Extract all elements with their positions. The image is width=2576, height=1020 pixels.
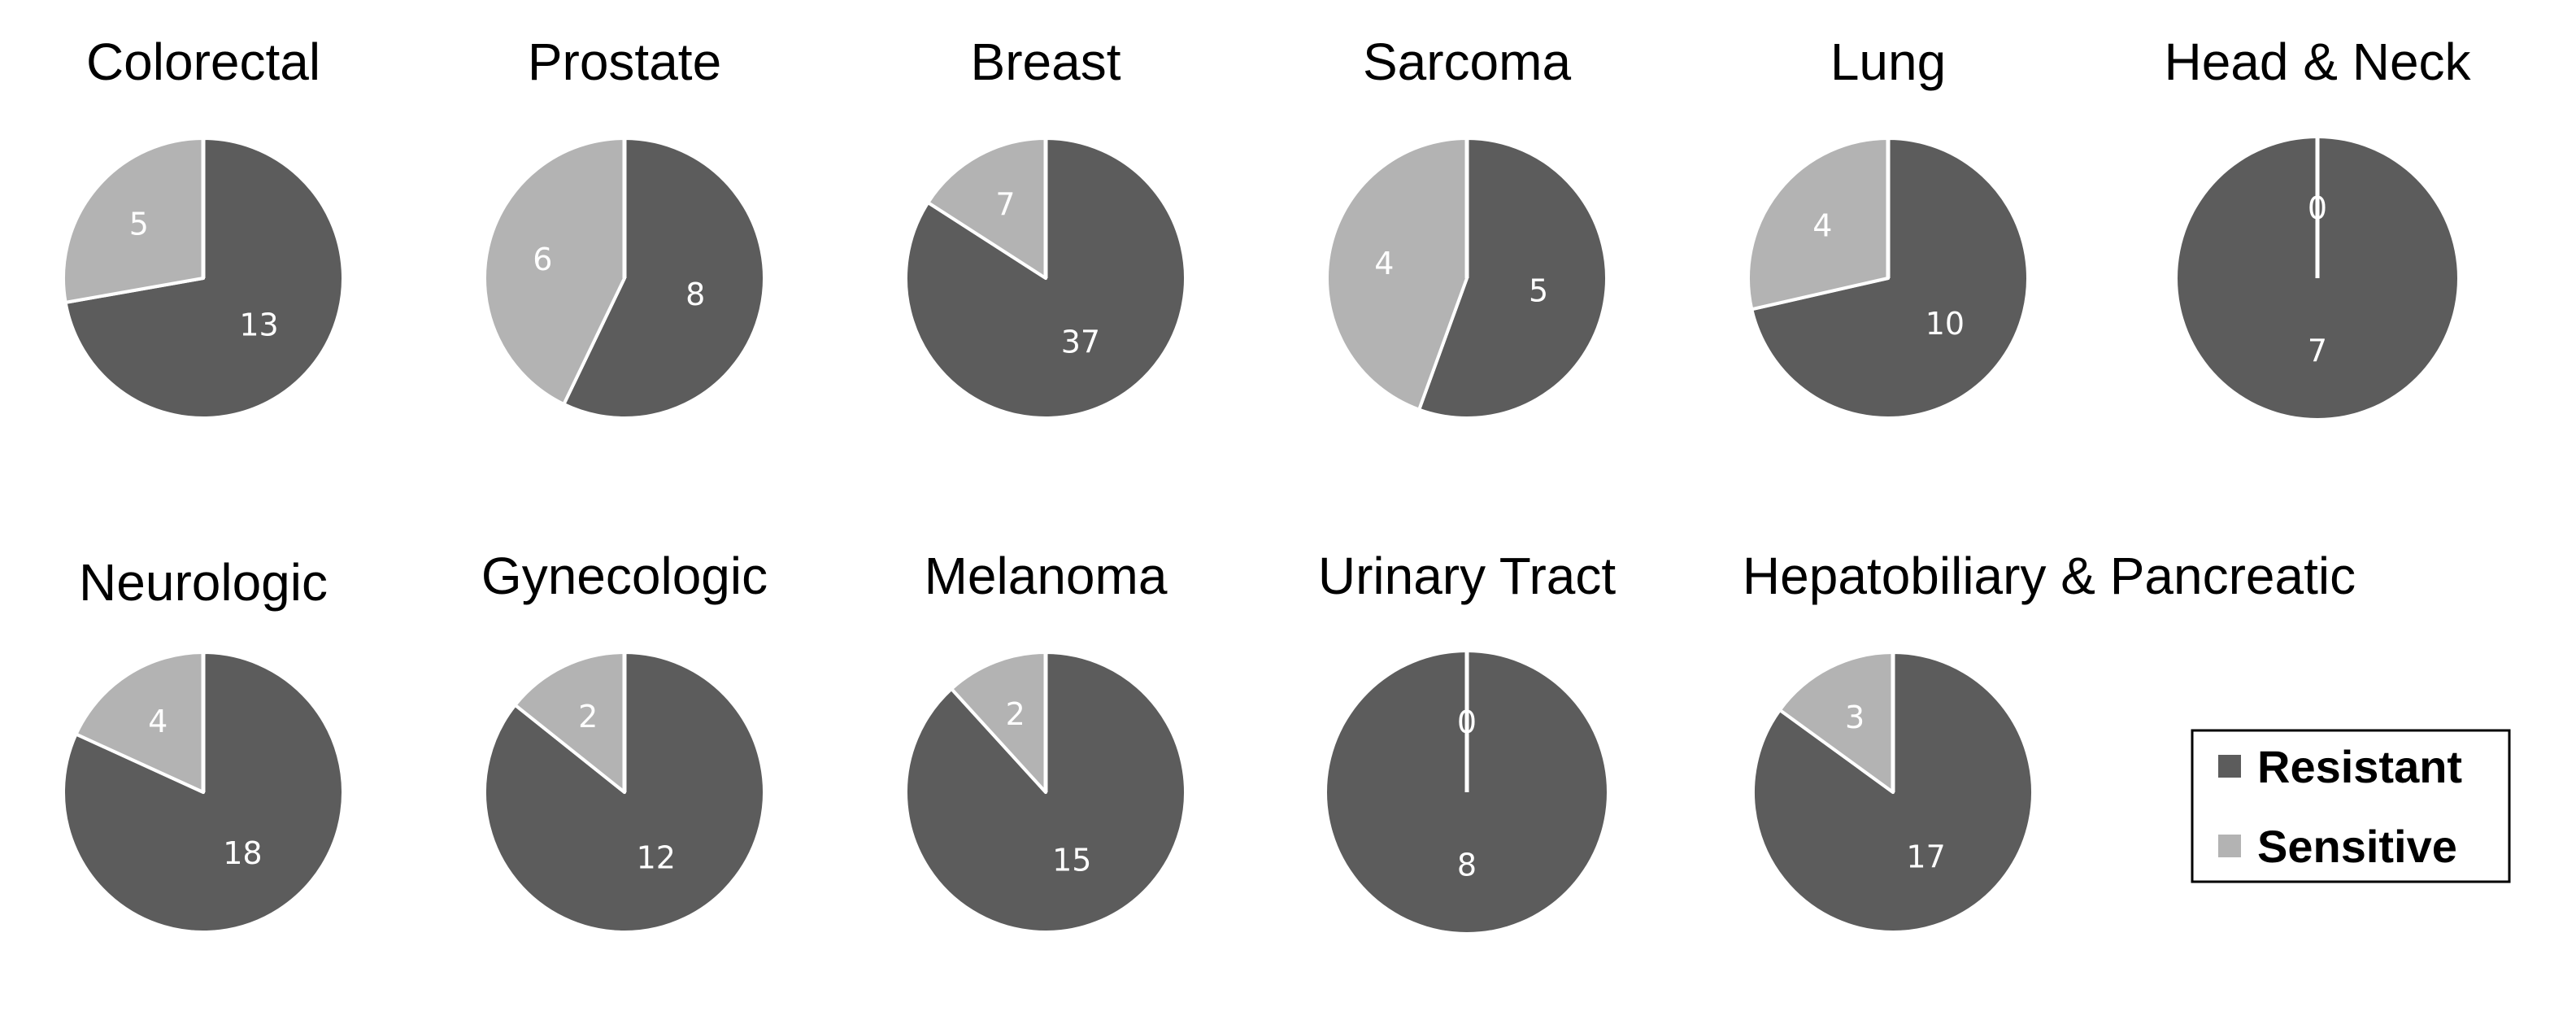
pie-label-neurologic-resistant: 18 [223,835,262,871]
pie-slice-sarcoma-sensitive [1325,137,1469,412]
pie-label-urinary-tract-sensitive: 0 [1457,704,1477,740]
pie-label-prostate-resistant: 8 [685,277,705,312]
pie-title-breast: Breast [971,33,1121,91]
pie-neurologic: Neurologic 18 4 [62,553,345,934]
pie-label-hepatobiliary-and-pancreatic-sensitive: 3 [1845,700,1865,735]
pie-label-prostate-sensitive: 6 [533,242,552,277]
pie-label-colorectal-sensitive: 5 [129,207,149,242]
legend-box [2191,729,2511,883]
pie-label-breast-sensitive: 7 [995,186,1015,222]
pie-title-head-and-neck: Head & Neck [2164,33,2471,91]
pie-label-head-and-neck-resistant: 7 [2308,333,2327,368]
pie-head-and-neck: Head & Neck 7 0 [2164,33,2472,418]
pie-label-melanoma-sensitive: 2 [1006,696,1025,732]
pie-label-gynecologic-sensitive: 2 [578,699,598,734]
pie-title-sarcoma: Sarcoma [1363,33,1572,91]
pie-title-gynecologic: Gynecologic [481,547,768,605]
pie-slice-prostate-resistant [562,137,766,420]
pie-title-hepatobiliary-and-pancreatic: Hepatobiliary & Pancreatic [1743,547,2356,605]
pie-slice-colorectal-sensitive [62,137,205,304]
pie-colorectal: Colorectal 13 5 [62,33,345,420]
legend-label-sensitive: Sensitive [2257,821,2457,872]
legend: Resistant Sensitive [2191,729,2511,883]
pie-label-hepatobiliary-and-pancreatic-resistant: 17 [1906,839,1945,875]
pie-melanoma: Melanoma 15 2 [904,547,1187,934]
pie-hepatobiliary-and-pancreatic: Hepatobiliary & Pancreatic 17 3 [1743,547,2356,934]
pie-label-sarcoma-resistant: 5 [1529,273,1548,309]
pie-title-neurologic: Neurologic [79,553,328,612]
pie-title-prostate: Prostate [528,33,721,91]
pie-label-breast-resistant: 37 [1061,325,1100,360]
pie-label-urinary-tract-resistant: 8 [1457,847,1477,883]
pie-charts-group: Colorectal135Prostate86Breast377Sarcoma5… [62,33,2472,934]
pie-prostate: Prostate 8 6 [482,33,766,420]
pie-slice-neurologic-sensitive [74,651,205,794]
pie-urinary-tract: Urinary Tract 8 0 [1318,547,1617,932]
pie-sarcoma: Sarcoma 5 4 [1325,33,1608,420]
pie-label-lung-resistant: 10 [1925,306,1965,342]
pie-title-urinary-tract: Urinary Tract [1318,547,1617,605]
pie-breast: Breast 37 7 [903,33,1187,420]
pie-label-melanoma-resistant: 15 [1052,842,1091,878]
pie-label-colorectal-resistant: 13 [239,307,278,343]
pie-label-head-and-neck-sensitive: 0 [2308,190,2327,226]
pie-gynecologic: Gynecologic 12 2 [481,547,768,934]
pie-label-sarcoma-sensitive: 4 [1374,246,1394,281]
legend-swatch-sensitive [2218,835,2241,857]
pie-lung: Lung 10 4 [1747,33,2030,420]
pie-label-neurologic-sensitive: 4 [148,704,168,739]
pie-slice-sarcoma-resistant [1417,137,1608,420]
pie-slice-breast-sensitive [926,137,1047,280]
pie-title-lung: Lung [1830,33,1946,91]
legend-label-resistant: Resistant [2257,741,2462,792]
pie-label-gynecologic-resistant: 12 [637,840,676,876]
pie-title-melanoma: Melanoma [925,547,1168,605]
pie-slice-gynecologic-sensitive [513,651,626,794]
pie-slice-hepatobiliary-and-pancreatic-sensitive [1778,651,1895,794]
pie-slice-prostate-sensitive [482,137,626,406]
legend-swatch-resistant [2218,755,2241,778]
pie-title-colorectal: Colorectal [86,33,320,91]
pie-slice-neurologic-resistant [62,651,345,934]
pie-label-lung-sensitive: 4 [1812,208,1832,244]
pie-slice-lung-sensitive [1747,137,1890,312]
pie-slice-melanoma-sensitive [950,651,1047,794]
